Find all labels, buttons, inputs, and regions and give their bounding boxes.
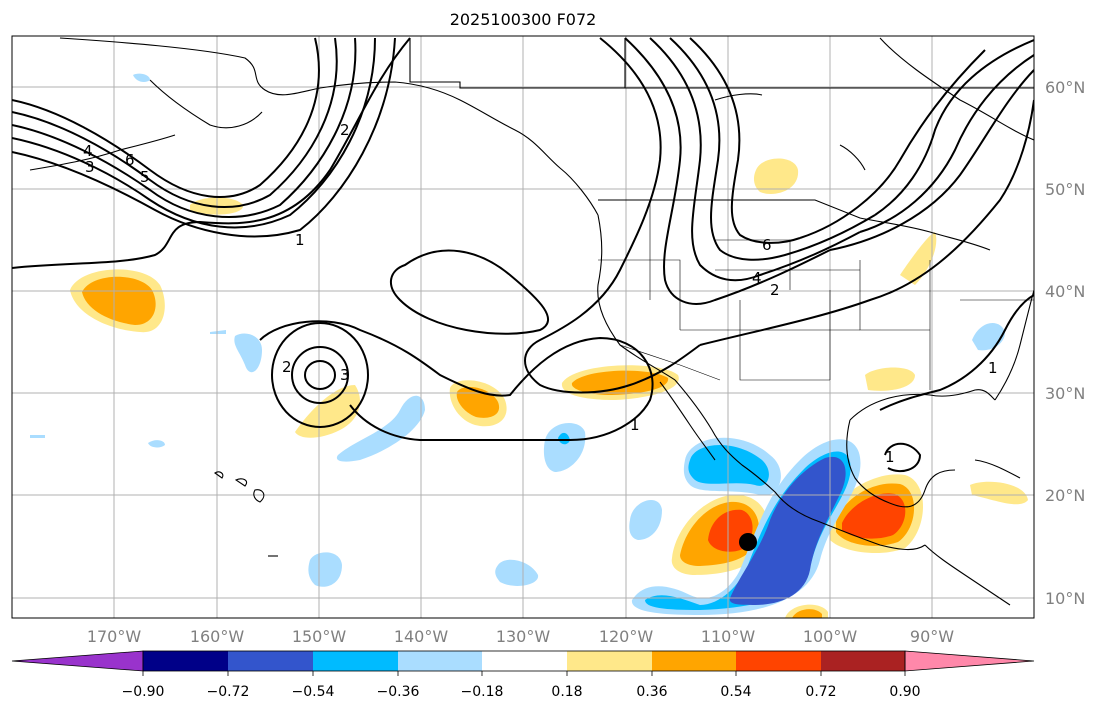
lon-label-110w: 110°W <box>701 627 756 646</box>
map-field: 4 5 3 6 2 1 2 3 1 6 4 2 1 1 <box>12 36 1034 618</box>
lon-label-170w: 170°W <box>87 627 142 646</box>
contour-label: 4 <box>83 142 93 160</box>
colorbar-tick-label: 0.90 <box>889 684 920 700</box>
colorbar-segment <box>482 651 567 671</box>
colorbar-outline <box>142 650 906 672</box>
state-borders <box>598 200 1034 390</box>
colorbar-tick-label: −0.18 <box>461 684 504 700</box>
contour-label: 6 <box>762 236 772 254</box>
colorbar-tick-label: −0.72 <box>207 684 250 700</box>
contour-lines <box>12 37 1034 473</box>
contour-label: 3 <box>340 366 350 384</box>
lat-label-60n: 60°N <box>1045 78 1085 97</box>
contour-label: 6 <box>125 151 135 169</box>
lon-label-120w: 120°W <box>599 627 654 646</box>
lat-label-30n: 30°N <box>1045 384 1085 403</box>
contour-label: 2 <box>340 121 350 139</box>
graticule-lines <box>12 36 1034 618</box>
lat-label-50n: 50°N <box>1045 180 1085 199</box>
colorbar-segment <box>228 651 313 671</box>
contour-label: 2 <box>282 358 292 376</box>
map-frame <box>11 35 1035 619</box>
lon-label-130w: 130°W <box>496 627 551 646</box>
colorbar-segment <box>398 651 482 671</box>
colorbar: −0.90 −0.72 −0.54 −0.36 −0.18 0.18 0.36 … <box>11 650 1035 700</box>
lon-label-140w: 140°W <box>394 627 449 646</box>
latitude-labels: 60°N 50°N 40°N 30°N 20°N 10°N <box>1045 78 1085 608</box>
contour-label: 5 <box>140 168 150 186</box>
colorbar-segment <box>567 651 652 671</box>
colorbar-tick-label: 0.54 <box>720 684 751 700</box>
location-marker <box>739 533 757 551</box>
contour-label: 4 <box>752 269 762 287</box>
colorbar-extend-high <box>904 650 1035 672</box>
lat-label-40n: 40°N <box>1045 282 1085 301</box>
contour-label: 1 <box>988 359 998 377</box>
contour-label: 3 <box>85 158 95 176</box>
lon-label-160w: 160°W <box>190 627 245 646</box>
lon-label-100w: 100°W <box>803 627 858 646</box>
lat-label-10n: 10°N <box>1045 589 1085 608</box>
map-title: 2025100300 F072 <box>449 10 597 29</box>
colorbar-tick-label: 0.18 <box>551 684 582 700</box>
colorbar-segment <box>313 651 398 671</box>
lat-label-20n: 20°N <box>1045 486 1085 505</box>
longitude-labels: 170°W 160°W 150°W 140°W 130°W 120°W 110°… <box>87 627 954 646</box>
contour-labels: 4 5 3 6 2 1 2 3 1 6 4 2 1 1 <box>83 121 998 466</box>
colorbar-segment <box>143 651 228 671</box>
contour-label: 1 <box>630 416 640 434</box>
colorbar-tick-label: −0.90 <box>122 684 165 700</box>
contour-label: 2 <box>770 281 780 299</box>
contour-label: 1 <box>885 448 895 466</box>
colorbar-segment <box>821 651 905 671</box>
lon-label-150w: 150°W <box>292 627 347 646</box>
colorbar-segment <box>736 651 821 671</box>
negative-anomaly-areas <box>30 73 1005 615</box>
colorbar-tick-label: −0.36 <box>377 684 420 700</box>
colorbar-tick-label: 0.72 <box>805 684 836 700</box>
colorbar-segment <box>652 651 736 671</box>
lon-label-90w: 90°W <box>910 627 954 646</box>
contour-label: 1 <box>295 231 305 249</box>
colorbar-extend-low <box>11 650 144 672</box>
colorbar-tick-label: −0.54 <box>292 684 335 700</box>
colorbar-tick-label: 0.36 <box>636 684 667 700</box>
